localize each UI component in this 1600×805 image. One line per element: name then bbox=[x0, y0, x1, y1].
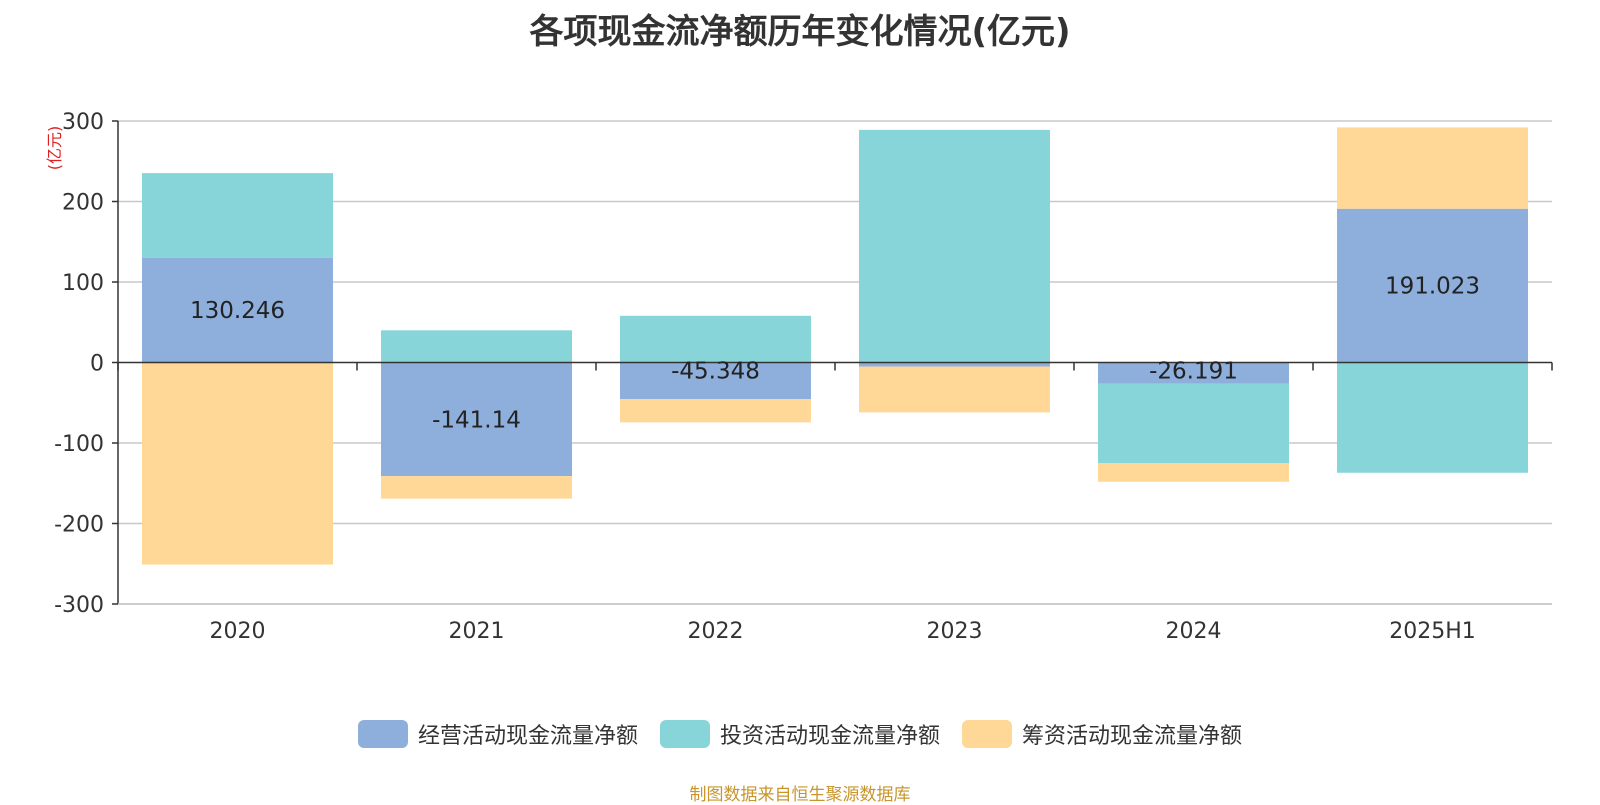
legend-swatch bbox=[659, 720, 710, 748]
x-tick-label: 2022 bbox=[688, 619, 744, 644]
legend: 经营活动现金流量净额 投资活动现金流量净额 筹资活动现金流量净额 bbox=[0, 718, 1600, 750]
y-tick-label: -300 bbox=[54, 593, 104, 618]
bar-segment-s0-2022 bbox=[620, 362, 811, 400]
bar-segment-s1-2020 bbox=[142, 173, 333, 258]
y-tick-label: 200 bbox=[62, 191, 104, 216]
y-tick-label: 100 bbox=[62, 271, 104, 296]
bar-segment-s2-2022 bbox=[620, 399, 811, 423]
chart-title: 各项现金流净额历年变化情况(亿元) bbox=[529, 12, 1071, 52]
data-label: 130.246 bbox=[190, 298, 285, 324]
legend-swatch bbox=[962, 720, 1012, 748]
legend-label: 筹资活动现金流量净额 bbox=[1022, 724, 1243, 749]
data-label: -26.191 bbox=[1149, 359, 1238, 385]
legend-item[interactable]: 投资活动现金流量净额 bbox=[659, 718, 940, 750]
bar-segment-s2-2020 bbox=[142, 362, 333, 565]
y-axis-label: (亿元) bbox=[45, 126, 64, 171]
bar-segment-s0-2025H1 bbox=[1337, 208, 1528, 363]
bar-segment-s0-2023 bbox=[859, 362, 1050, 367]
data-label: -45.348 bbox=[671, 359, 760, 385]
bar-segment-s1-2023 bbox=[859, 129, 1050, 363]
bar-segment-s1-2021 bbox=[381, 330, 572, 363]
x-tick-label: 2024 bbox=[1166, 619, 1222, 644]
bar-segment-s0-2021 bbox=[381, 362, 572, 477]
y-tick-label: -200 bbox=[54, 513, 104, 538]
x-tick-label: 2025H1 bbox=[1389, 619, 1476, 644]
y-tick-label: 0 bbox=[90, 352, 104, 377]
x-tick-label: 2023 bbox=[927, 619, 983, 644]
bar-segment-s2-2025H1 bbox=[1337, 127, 1528, 209]
label-layer: 130.246 -141.14 -45.348 -26.191 191.023 bbox=[190, 274, 1480, 434]
legend-label: 经营活动现金流量净额 bbox=[417, 724, 638, 749]
bar-segment-s2-2023 bbox=[859, 366, 1050, 413]
y-tick-label: 300 bbox=[62, 110, 104, 135]
bar-segment-s0-2024 bbox=[1098, 362, 1289, 384]
x-tick-label: 2021 bbox=[449, 619, 505, 644]
bar-segment-s1-2025H1 bbox=[1337, 362, 1528, 473]
bar-segment-s0-2020 bbox=[142, 257, 333, 363]
bar-segment-s1-2024 bbox=[1098, 383, 1289, 464]
legend-swatch bbox=[357, 720, 408, 748]
bar-layer bbox=[142, 127, 1528, 565]
axis-layer: 300 200 100 0 -100 -200 -300 2020 2021 2022 2023 20… bbox=[54, 110, 1553, 644]
bar-segment-s2-2021 bbox=[381, 476, 572, 499]
bar-segment-s1-2022 bbox=[620, 315, 811, 363]
bar-segment-s2-2024 bbox=[1098, 463, 1289, 482]
legend-label: 投资活动现金流量净额 bbox=[719, 724, 940, 749]
data-label: -141.14 bbox=[432, 407, 521, 433]
x-tick-label: 2020 bbox=[210, 619, 266, 644]
source-note: 制图数据来自恒生聚源数据库 bbox=[689, 785, 911, 805]
y-tick-label: -100 bbox=[54, 432, 104, 457]
legend-item[interactable]: 经营活动现金流量净额 bbox=[357, 718, 638, 750]
data-label: 191.023 bbox=[1385, 274, 1480, 300]
legend-item[interactable]: 筹资活动现金流量净额 bbox=[962, 718, 1242, 750]
